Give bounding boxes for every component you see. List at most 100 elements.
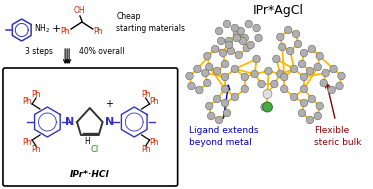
Text: 40% overall: 40% overall — [79, 47, 125, 57]
Circle shape — [206, 102, 213, 110]
Circle shape — [280, 85, 288, 93]
Circle shape — [251, 70, 258, 78]
Circle shape — [241, 34, 248, 42]
Circle shape — [320, 79, 327, 87]
Circle shape — [328, 86, 335, 94]
Circle shape — [338, 72, 345, 80]
Circle shape — [280, 73, 288, 81]
Circle shape — [221, 99, 229, 107]
Circle shape — [239, 37, 247, 45]
Text: IPr*·HCl: IPr*·HCl — [70, 170, 110, 179]
Circle shape — [231, 65, 239, 73]
Circle shape — [241, 85, 248, 93]
Circle shape — [221, 73, 229, 81]
Circle shape — [298, 109, 306, 117]
Text: 3 steps: 3 steps — [25, 47, 53, 57]
Circle shape — [258, 80, 265, 88]
Circle shape — [306, 67, 314, 75]
Text: Ph: Ph — [31, 146, 41, 154]
Circle shape — [276, 70, 284, 78]
Circle shape — [233, 34, 241, 42]
Circle shape — [314, 63, 322, 71]
Circle shape — [186, 72, 193, 80]
Circle shape — [316, 52, 323, 60]
Text: Ligand extends
beyond metal: Ligand extends beyond metal — [188, 126, 258, 147]
Circle shape — [306, 116, 314, 124]
Circle shape — [243, 44, 251, 52]
Circle shape — [322, 69, 329, 77]
Circle shape — [206, 63, 213, 71]
Circle shape — [221, 60, 229, 68]
Circle shape — [223, 109, 231, 117]
Text: Cl: Cl — [91, 145, 99, 154]
Text: N: N — [65, 117, 75, 127]
Circle shape — [271, 80, 278, 88]
Text: OH: OH — [73, 6, 85, 15]
Circle shape — [290, 93, 298, 101]
Circle shape — [215, 116, 223, 124]
Text: H: H — [84, 138, 90, 146]
Circle shape — [221, 85, 229, 93]
Text: Ph: Ph — [141, 146, 150, 154]
Circle shape — [336, 82, 343, 90]
Circle shape — [308, 95, 316, 103]
Circle shape — [308, 45, 316, 53]
Circle shape — [300, 49, 308, 57]
Text: N: N — [105, 117, 114, 127]
Circle shape — [263, 90, 272, 98]
Circle shape — [245, 20, 253, 28]
Circle shape — [241, 73, 248, 81]
Circle shape — [253, 55, 260, 63]
Circle shape — [255, 34, 262, 42]
Circle shape — [233, 30, 241, 38]
Circle shape — [195, 86, 203, 94]
Circle shape — [300, 85, 308, 93]
Circle shape — [213, 67, 221, 75]
FancyBboxPatch shape — [3, 68, 178, 186]
Circle shape — [225, 37, 233, 45]
Text: Flexible
steric bulk: Flexible steric bulk — [314, 126, 361, 147]
Text: Ph: Ph — [141, 90, 150, 98]
Circle shape — [231, 93, 239, 101]
Circle shape — [265, 67, 272, 75]
Circle shape — [276, 33, 284, 41]
Circle shape — [231, 24, 239, 32]
Circle shape — [204, 79, 211, 87]
Circle shape — [314, 112, 322, 120]
Circle shape — [290, 65, 298, 73]
Circle shape — [227, 47, 235, 55]
Text: +: + — [51, 24, 61, 34]
Circle shape — [294, 40, 302, 48]
Text: Ph: Ph — [22, 139, 32, 147]
Circle shape — [285, 26, 292, 34]
Circle shape — [219, 49, 227, 57]
Circle shape — [263, 102, 272, 112]
Text: +: + — [104, 99, 113, 109]
Circle shape — [330, 65, 337, 73]
Text: Cheap
starting materials: Cheap starting materials — [116, 12, 185, 33]
Circle shape — [211, 45, 219, 53]
Circle shape — [194, 65, 201, 73]
Circle shape — [204, 52, 211, 60]
Circle shape — [279, 43, 286, 51]
Text: Ph: Ph — [31, 90, 41, 98]
Circle shape — [316, 102, 323, 110]
Circle shape — [300, 99, 308, 107]
Text: NH$_2$: NH$_2$ — [34, 23, 50, 35]
Circle shape — [298, 60, 306, 68]
Circle shape — [235, 51, 242, 59]
Circle shape — [261, 103, 268, 111]
Circle shape — [247, 41, 254, 49]
Text: Ph: Ph — [93, 26, 103, 36]
Circle shape — [201, 69, 209, 77]
Text: IPr*AgCl: IPr*AgCl — [253, 4, 304, 17]
Circle shape — [300, 73, 308, 81]
Circle shape — [273, 55, 280, 63]
Circle shape — [292, 30, 300, 38]
Text: Ph: Ph — [150, 97, 159, 105]
Circle shape — [237, 27, 245, 35]
Circle shape — [217, 37, 225, 45]
Circle shape — [188, 82, 195, 90]
Text: Ph: Ph — [22, 97, 32, 105]
Text: Ph: Ph — [150, 139, 159, 147]
